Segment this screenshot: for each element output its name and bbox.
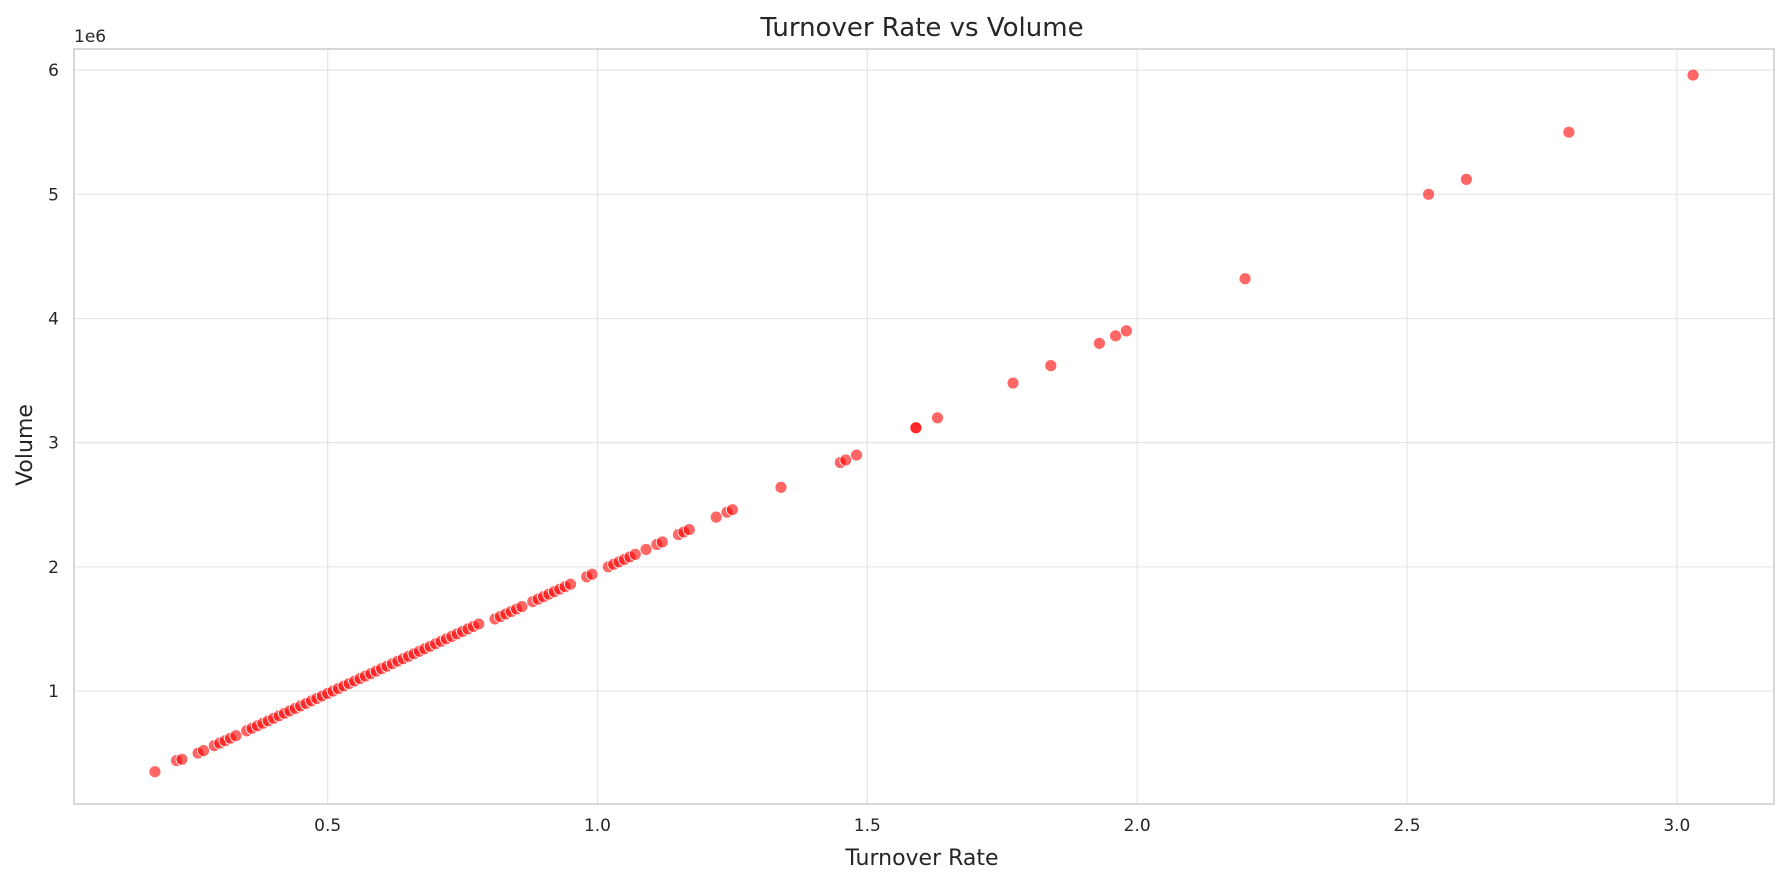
scatter-point (682, 523, 696, 536)
x-tick-label: 1.0 (584, 816, 611, 836)
x-axis-title: Turnover Rate (844, 846, 998, 871)
x-tick-label: 2.5 (1393, 816, 1420, 836)
y-tick-label: 3 (48, 434, 59, 454)
scatter-point (774, 480, 788, 494)
scatter-point (1092, 336, 1106, 350)
y-tick-label: 1 (48, 682, 59, 702)
plot-frame (73, 48, 1775, 805)
y-grid-lines (74, 69, 1774, 692)
scatter-point (655, 535, 669, 549)
y-tick-label: 5 (48, 185, 59, 205)
scatter-point (1562, 125, 1576, 139)
y-tick-labels: 1 2 3 4 5 6 (48, 61, 59, 702)
chart-title: Turnover Rate vs Volume (759, 13, 1083, 43)
scatter-point (1109, 329, 1122, 343)
x-tick-label: 2.0 (1124, 816, 1151, 836)
scatter-point (564, 577, 577, 591)
x-tick-label: 3.0 (1663, 816, 1690, 836)
y-tick-label: 2 (48, 558, 59, 578)
scatter-point (1119, 324, 1133, 338)
scatter-point (197, 744, 210, 758)
scatter-point (1006, 376, 1020, 390)
scatter-point (1686, 68, 1700, 82)
y-tick-label: 4 (48, 309, 59, 329)
scatter-point (628, 548, 642, 561)
scatter-point (639, 543, 653, 556)
scatter-point (585, 567, 599, 581)
x-tick-label: 1.5 (854, 816, 881, 836)
scatter-points (148, 68, 1700, 779)
y-tick-label: 6 (48, 61, 59, 81)
scatter-point (148, 765, 162, 779)
scatter-point (909, 421, 923, 435)
y-offset-label: 1e6 (74, 27, 106, 47)
scatter-point (229, 729, 243, 743)
scatter-point (1422, 187, 1436, 201)
scatter-point (1459, 172, 1473, 186)
scatter-point (850, 448, 863, 462)
scatter-point (839, 453, 853, 467)
scatter-point (515, 600, 529, 613)
scatter-point (726, 503, 739, 517)
scatter-point (1238, 272, 1252, 286)
x-tick-labels: 0.5 1.0 1.5 2.0 2.5 3.0 (314, 816, 1690, 836)
scatter-point (1044, 359, 1058, 373)
scatter-point (709, 510, 723, 524)
scatter-point (472, 617, 486, 631)
y-axis-title: Volume (13, 404, 38, 486)
scatter-point (931, 411, 944, 425)
x-tick-label: 0.5 (314, 816, 341, 836)
scatter-point (175, 752, 189, 766)
x-grid-lines (327, 49, 1678, 804)
